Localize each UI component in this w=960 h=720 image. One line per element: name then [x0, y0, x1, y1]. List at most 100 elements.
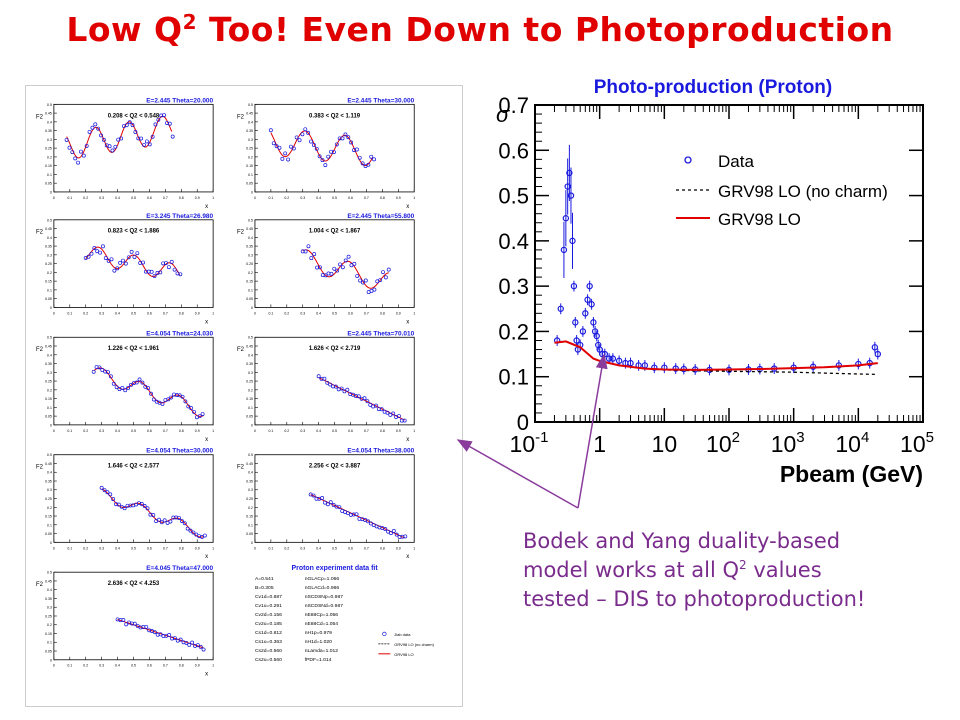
small-data-point — [325, 502, 330, 507]
small-data-point — [312, 252, 317, 257]
small-x-tick-label: 0.8 — [380, 196, 385, 200]
small-data-point — [86, 254, 91, 259]
small-data-point — [360, 280, 365, 285]
small-panel-q2: 2.636 < Q2 < 4.253 — [108, 581, 160, 587]
small-data-point — [332, 150, 336, 155]
small-data-point — [129, 382, 133, 387]
small-data-point — [166, 265, 171, 270]
small-y-tick-label: 0.1 — [47, 523, 52, 527]
small-panel-q2: 0.208 < Q2 < 0.548 — [108, 113, 160, 119]
small-x-tick-label: 0.1 — [268, 429, 273, 433]
data-point — [566, 169, 573, 177]
small-x-tick-label: 0.8 — [179, 196, 184, 200]
small-x-tick-label: 0.2 — [83, 546, 88, 550]
small-panel-q2: 1.004 < Q2 < 1.867 — [309, 229, 361, 235]
small-data-point — [294, 135, 299, 140]
small-data-point — [108, 374, 113, 379]
small-data-point — [73, 156, 78, 161]
small-data-point — [187, 642, 192, 647]
small-x-tick-label: 0 — [53, 546, 55, 550]
data-point — [588, 301, 595, 308]
small-x-tick-label: 0.5 — [131, 429, 136, 433]
small-data-point — [366, 162, 371, 167]
small-data-point — [160, 401, 165, 406]
small-data-point — [332, 266, 337, 271]
small-data-point — [103, 256, 108, 261]
annotation-text: Bodek and Yang duality-based model works… — [523, 527, 953, 614]
small-data-point — [189, 406, 194, 411]
small-x-tick-label: 0.9 — [396, 546, 401, 550]
small-panel-ylabel: F2 — [237, 465, 245, 471]
small-x-tick-label: 0 — [254, 546, 256, 550]
data-point — [572, 319, 579, 326]
small-data-point — [121, 617, 126, 622]
small-panel-header: E=3.245 Theta=26.980 — [146, 213, 213, 220]
small-y-tick-label: 0.15 — [246, 164, 253, 168]
small-panel-header: E=4.045 Theta=47.000 — [146, 565, 213, 572]
small-data-point — [118, 260, 123, 265]
small-data-point — [391, 411, 396, 416]
small-y-tick-label: 0.15 — [246, 397, 253, 401]
series-line-grv98 — [554, 340, 878, 371]
small-data-point — [356, 394, 361, 399]
small-data-point — [157, 517, 161, 522]
small-data-point — [381, 270, 385, 275]
small-panel: E=2.445 Theta=70.010 1.626 < Q2 < 2.719 F2… — [237, 330, 415, 443]
small-data-point — [170, 134, 175, 139]
small-x-tick-label: 0.2 — [83, 664, 88, 668]
small-data-point — [92, 246, 97, 251]
small-data-point — [354, 147, 359, 152]
small-x-tick-label: 0.9 — [195, 546, 200, 550]
x-tick-label: 102 — [706, 429, 740, 457]
small-y-tick-label: 0.5 — [248, 453, 253, 457]
small-panel-xlabel: x — [205, 437, 208, 443]
small-panel: E=2.445 Theta=30.000 0.383 < Q2 < 1.119 F2… — [237, 97, 415, 210]
small-x-tick-label: 0.4 — [316, 196, 321, 200]
small-data-point — [178, 637, 183, 642]
small-y-tick-label: 0 — [50, 541, 52, 545]
small-data-point — [129, 249, 134, 254]
fit-legend-label: GRV98 LO (no charm) — [394, 642, 434, 647]
small-y-tick-label: 0 — [251, 190, 253, 194]
photoproduction-chart: Photo-production (Proton) 0 0.1 0.2 0.3 0.4 0.… — [496, 77, 934, 487]
small-y-tick-label: 0.1 — [47, 288, 52, 292]
small-data-point — [144, 624, 149, 629]
small-panel-header: E=2.445 Theta=30.000 — [347, 97, 414, 104]
small-y-tick-label: 0.45 — [246, 345, 253, 349]
small-data-point — [309, 139, 313, 144]
small-data-point — [89, 251, 94, 256]
fit-param-right: nGLACd=0.966 — [305, 585, 340, 591]
small-data-point — [369, 154, 374, 159]
small-data-point — [184, 640, 189, 645]
small-data-point — [106, 370, 110, 375]
small-y-tick-label: 0.05 — [45, 415, 52, 419]
small-data-point — [164, 261, 168, 265]
small-x-tick-label: 0.9 — [396, 196, 401, 200]
small-x-tick-label: 0.4 — [115, 546, 120, 550]
small-y-tick-label: 0.2 — [47, 506, 52, 510]
small-data-point — [352, 261, 357, 266]
small-data-point — [141, 260, 146, 265]
small-data-point — [145, 506, 150, 511]
small-data-point — [323, 273, 328, 278]
small-x-tick-label: 0.8 — [380, 546, 385, 550]
data-point — [590, 319, 597, 326]
data-point — [570, 282, 578, 290]
small-x-tick-label: 1 — [212, 196, 214, 200]
small-x-tick-label: 0.1 — [67, 429, 72, 433]
x-tick-label: 10-1 — [510, 429, 549, 457]
small-x-tick-label: 0.5 — [332, 311, 337, 315]
small-y-tick-label: 0.25 — [45, 147, 52, 151]
annotation-line-3: tested – DIS to photoproduction! — [523, 587, 866, 611]
small-data-point — [335, 268, 340, 273]
small-data-point — [183, 399, 188, 404]
small-data-point — [346, 254, 351, 259]
small-x-tick-label: 0.7 — [364, 429, 369, 433]
small-x-tick-label: 0.6 — [147, 546, 152, 550]
small-data-point — [328, 500, 333, 505]
small-data-point — [389, 531, 393, 536]
small-data-point — [107, 144, 112, 149]
small-y-tick-label: 0.3 — [248, 371, 253, 375]
small-data-point — [105, 490, 110, 495]
legend-label-data: Data — [718, 152, 754, 171]
